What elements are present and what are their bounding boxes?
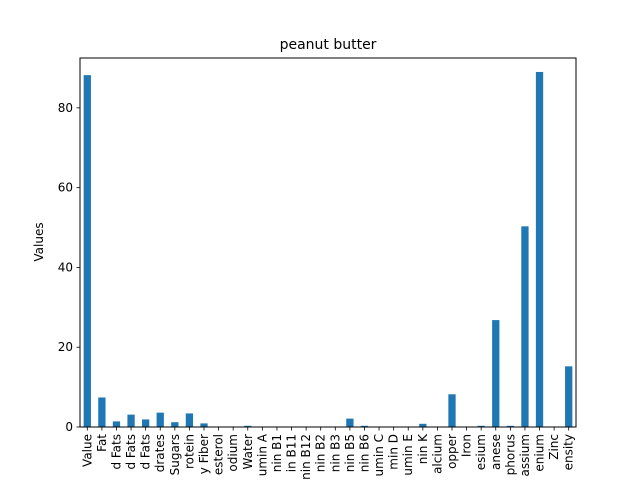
y-tick-label: 60: [58, 181, 73, 195]
x-axis: Value Fat d Fats d Fats d Fats drates Sugars ro…: [80, 427, 576, 480]
bar: [477, 425, 485, 427]
bar: [492, 320, 500, 427]
bar: [506, 425, 514, 427]
x-tick-label: enium: [533, 434, 547, 472]
x-tick-label: y Fiber: [197, 434, 211, 474]
x-tick-label: umin E: [401, 434, 415, 476]
bar: [448, 394, 456, 427]
bar: [171, 422, 179, 427]
bar: [200, 423, 208, 427]
x-tick-label: umin C: [372, 434, 386, 476]
bar: [185, 413, 194, 427]
x-tick-label: nin B5: [343, 434, 357, 472]
bar: [98, 397, 106, 427]
bars-group: [83, 71, 573, 428]
x-tick-label: nin K: [416, 433, 430, 464]
x-tick-label: Sugars: [168, 434, 182, 475]
bar: [521, 226, 529, 427]
x-tick-label: d Fats: [109, 434, 123, 470]
y-tick-label: 20: [58, 340, 73, 354]
x-tick-label: assium: [518, 434, 532, 477]
plot-area-frame: [79, 57, 577, 428]
x-tick-label: rotein: [182, 434, 196, 469]
bar: [346, 418, 354, 427]
x-tick-label: anese: [489, 434, 503, 470]
x-tick-label: Iron: [460, 434, 474, 457]
bar: [127, 414, 135, 427]
x-tick-label: opper: [445, 434, 459, 469]
x-tick-label: drates: [153, 434, 167, 472]
x-tick-label: in B11: [285, 434, 299, 472]
x-tick-label: nin B2: [314, 434, 328, 472]
x-tick-label: nin B12: [299, 434, 313, 480]
y-tick-label: 80: [58, 101, 73, 115]
y-axis: 0 20 40 60 80: [58, 101, 80, 434]
x-tick-label: nin B6: [357, 434, 371, 472]
bar: [112, 421, 121, 427]
bar: [142, 419, 150, 427]
x-tick-label: d Fats: [139, 434, 153, 470]
x-tick-label: umin A: [255, 433, 269, 476]
bar: [360, 425, 369, 427]
x-tick-label: esium: [474, 434, 488, 470]
bar: [244, 425, 252, 427]
x-tick-label: alcium: [430, 434, 444, 474]
x-tick-label: Zinc: [547, 434, 561, 460]
chart-title: peanut butter: [280, 37, 377, 53]
x-tick-label: min D: [387, 434, 401, 470]
x-tick-label: Fat: [95, 434, 109, 452]
x-tick-label: nin B3: [328, 434, 342, 472]
x-tick-label: odium: [226, 434, 240, 472]
x-tick-label: d Fats: [124, 434, 138, 470]
bar: [565, 366, 573, 427]
x-tick-label: nin B1: [270, 434, 284, 472]
bar: [156, 412, 164, 427]
bar: [419, 423, 427, 427]
x-tick-label: esterol: [212, 434, 226, 475]
x-tick-label: Value: [80, 434, 94, 467]
y-axis-label: Values: [32, 222, 46, 261]
bar: [83, 75, 91, 428]
bar: [535, 71, 544, 428]
x-tick-label: ensity: [562, 434, 576, 470]
y-tick-label: 0: [65, 420, 73, 434]
x-tick-label: phorus: [503, 434, 517, 475]
x-tick-label: Water: [241, 434, 255, 470]
y-tick-label: 40: [58, 260, 73, 274]
